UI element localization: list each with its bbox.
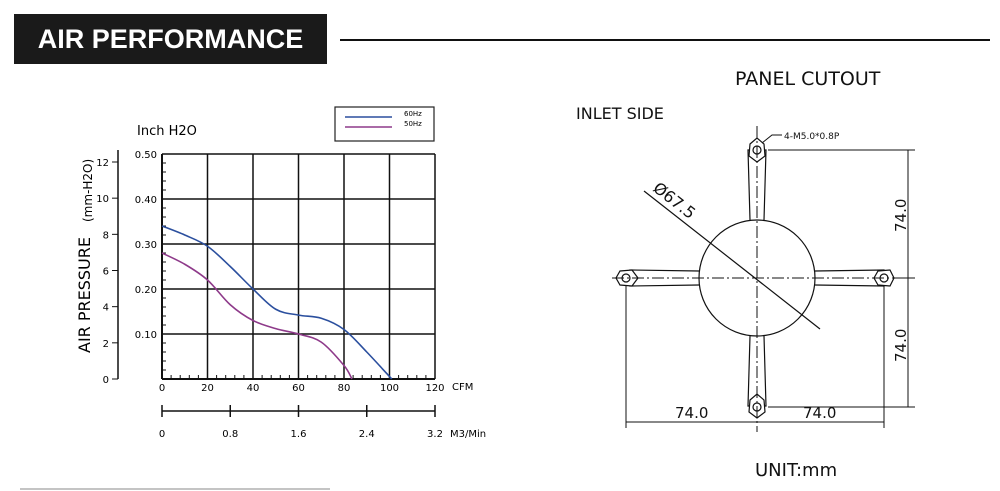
x-tick-label: 20	[201, 383, 214, 394]
y-tick-label: 0.20	[135, 285, 157, 296]
dim-v-bottom: 74.0	[892, 329, 910, 362]
x-tick-label: 40	[247, 383, 260, 394]
series-line-50Hz	[161, 252, 353, 380]
diameter-leader	[643, 190, 821, 330]
mm-tick-label: 0	[103, 375, 109, 386]
dim-v-top: 74.0	[892, 199, 910, 232]
mm-tick-label: 6	[103, 267, 109, 278]
mm-tick-label: 12	[96, 158, 109, 169]
m3-tick-label: 3.2	[427, 429, 443, 440]
hole-leader	[761, 134, 782, 144]
cutout-title: PANEL CUTOUT	[735, 68, 881, 90]
x-tick-label: 60	[292, 383, 305, 394]
dim-h-left: 74.0	[675, 404, 708, 422]
x-tick-label: 100	[380, 383, 399, 394]
mm-tick-label: 4	[103, 303, 109, 314]
y2-axis-label: Inch H2O	[137, 124, 197, 139]
m3-tick-label: 0.8	[222, 429, 238, 440]
m3-tick-label: 1.6	[291, 429, 307, 440]
cutout-subtitle: INLET SIDE	[576, 104, 664, 123]
x-tick-label: 120	[425, 383, 444, 394]
mm-tick-label: 8	[103, 230, 109, 241]
mm-tick-label: 10	[96, 194, 109, 205]
air-performance-chart: Inch H2O AIR PRESSURE (mm-H2O) CFM M3/Mi…	[75, 106, 486, 440]
x-tick-label: 0	[159, 383, 165, 394]
m3-tick-label: 2.4	[359, 429, 375, 440]
y-axis-label: AIR PRESSURE	[75, 237, 94, 353]
mm-tick-label: 2	[103, 339, 109, 350]
series-line-60Hz	[161, 225, 393, 380]
y-tick-label: 0.50	[135, 150, 157, 161]
x-axis-label: CFM	[452, 382, 473, 393]
legend-label: 50Hz	[404, 120, 422, 128]
unit-label: UNIT:mm	[755, 460, 837, 481]
legend-label: 60Hz	[404, 110, 422, 118]
y-tick-label: 0.40	[135, 195, 157, 206]
dim-h-right: 74.0	[803, 404, 836, 422]
x-tick-label: 80	[338, 383, 351, 394]
legend	[334, 106, 435, 142]
x2-axis-label: M3/Min	[450, 429, 486, 440]
section-header: AIR PERFORMANCE	[14, 14, 327, 64]
y-axis-unit: (mm-H2O)	[81, 159, 95, 222]
m3-tick-label: 0	[159, 429, 165, 440]
y-tick-label: 0.10	[135, 330, 157, 341]
panel-cutout-diagram: PANEL CUTOUT INLET SIDE Ø67.5 4-M5.0*0.8…	[576, 68, 915, 481]
hole-label: 4-M5.0*0.8P	[784, 132, 840, 142]
y-tick-label: 0.30	[135, 240, 157, 251]
